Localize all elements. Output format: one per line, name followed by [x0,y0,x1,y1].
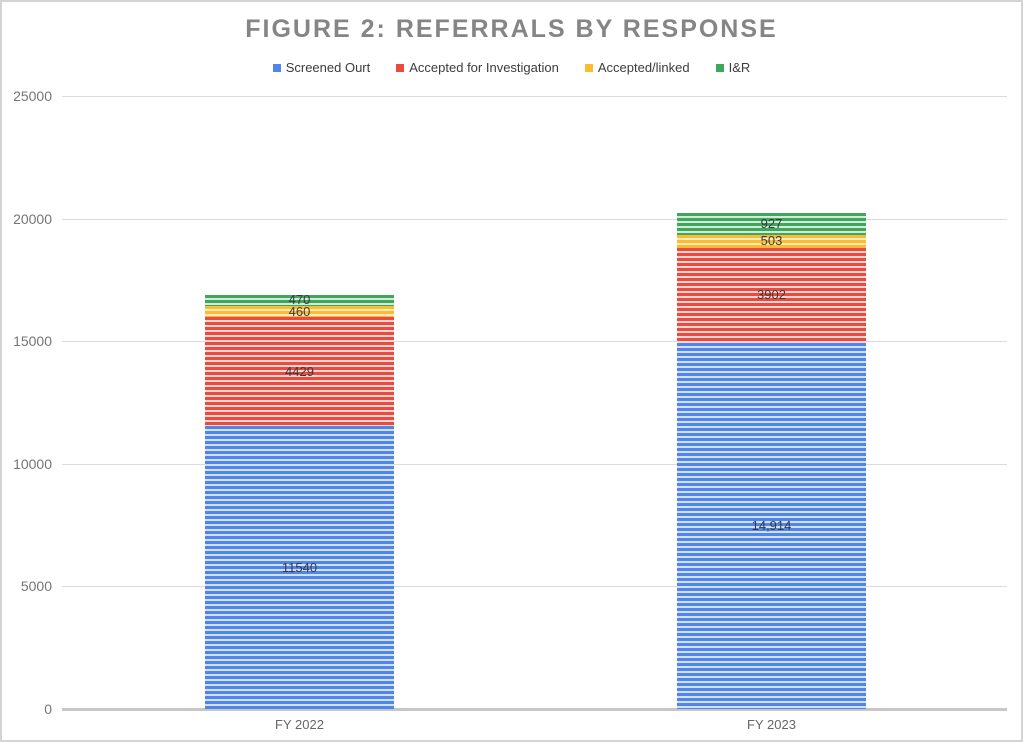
y-axis-tick-label: 15000 [13,333,52,350]
bar-value-label: 927 [760,215,783,231]
legend-item-screened-ourt: Screened Ourt [272,60,371,75]
bar-segment-accepted-for-investigation-fy-2022 [205,317,394,427]
gridline [62,341,1007,343]
x-axis-category-label: FY 2023 [747,717,796,732]
bar-segment-accepted-for-investigation-fy-2023 [677,247,866,344]
bar-value-label: 4429 [285,363,314,379]
bar-segment-screened-ourt-fy-2023 [677,343,866,709]
legend-label: I&R [728,60,751,75]
gridline [62,586,1007,588]
legend-swatch-icon [715,63,724,72]
legend-label: Accepted/linked [597,60,690,75]
bar-value-label: 503 [760,233,783,249]
legend-swatch-icon [272,63,281,72]
y-axis-tick-label: 25000 [13,88,52,104]
legend-item-accepted-for-investigation: Accepted for Investigation [396,60,559,75]
y-axis-tick-label: 20000 [13,210,52,227]
legend-swatch-icon [396,63,405,72]
bar-value-label: 460 [288,303,311,319]
legend-swatch-icon [584,63,593,72]
legend-label: Accepted for Investigation [409,60,559,75]
bar-segment-i-r-fy-2022 [205,294,394,307]
bar-segment-accepted-linked-fy-2022 [205,306,394,318]
bar-segment-i-r-fy-2023 [677,212,866,236]
bar-value-label: 470 [288,292,311,308]
gridline [62,463,1007,465]
gridline [62,218,1007,220]
legend-item-i-r: I&R [715,60,751,75]
y-axis-tick-label: 0 [44,701,52,717]
bar-value-label: 14,914 [751,518,792,534]
legend-item-accepted-linked: Accepted/linked [584,60,690,75]
y-axis-tick-label: 5000 [20,578,52,595]
y-axis-tick-label: 10000 [13,455,52,472]
legend: Screened Ourt Accepted for Investigation A… [2,60,1021,75]
legend-label: Screened Ourt [285,60,371,75]
bar-value-label: 3902 [757,287,786,303]
gridline [62,96,1007,97]
x-axis-line [62,708,1007,711]
bar-segment-accepted-linked-fy-2023 [677,235,866,248]
chart-title: FIGURE 2: REFERRALS BY RESPONSE [245,15,778,43]
x-axis-category-label: FY 2022 [275,717,324,732]
bar-value-label: 11540 [281,559,318,575]
bar-segment-screened-ourt-fy-2022 [205,426,394,709]
